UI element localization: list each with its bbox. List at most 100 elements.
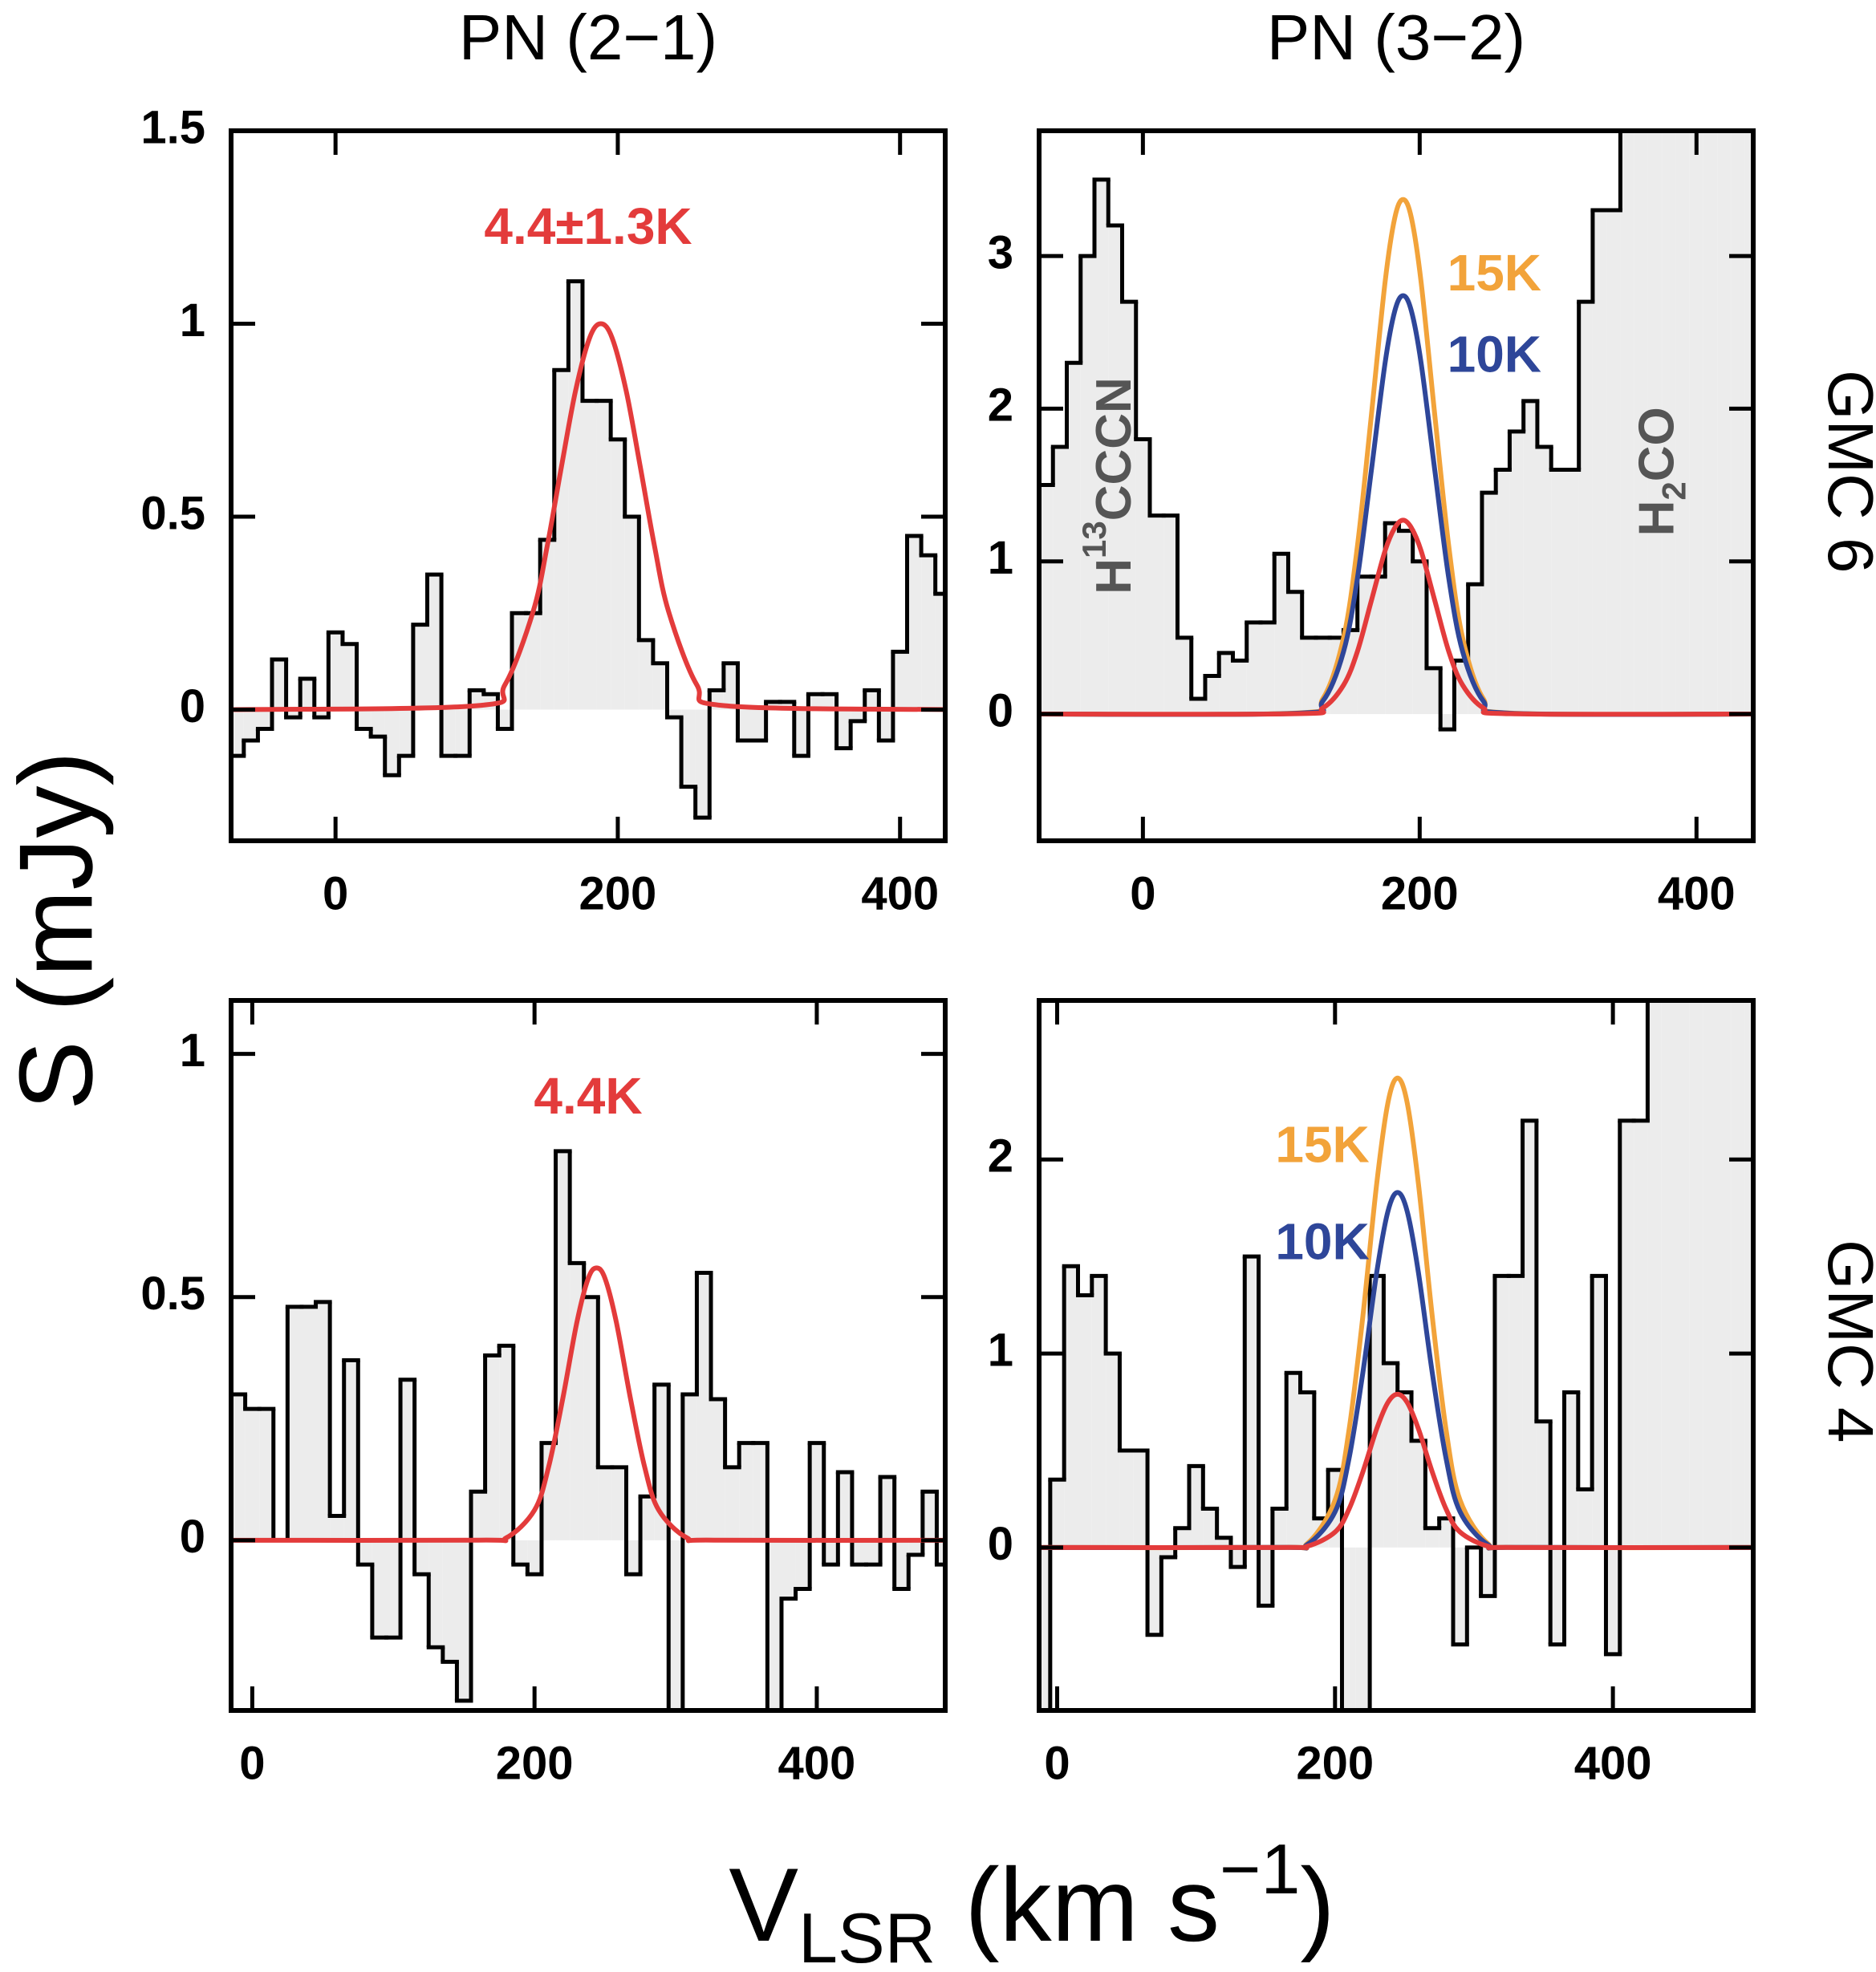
bin-fill (1106, 1353, 1120, 1548)
bin-fill (1300, 1392, 1314, 1548)
bin-fill (1634, 131, 1648, 715)
bin-fill (879, 709, 893, 741)
bin-fill (1246, 622, 1261, 715)
bin-fill (1689, 1000, 1703, 1548)
bin-fill (371, 709, 385, 737)
bin-fill (1509, 431, 1524, 715)
bin-fill (399, 709, 413, 757)
y-tick-label: 0 (988, 1518, 1013, 1570)
bin-fill (1175, 1528, 1190, 1548)
bin-fill (1133, 1450, 1148, 1548)
bin-fill (838, 1471, 852, 1540)
bin-fill (442, 1540, 457, 1662)
bin-fill (1385, 523, 1399, 715)
x-label-part: ) (1300, 1846, 1334, 1963)
model-curve (1039, 517, 1753, 717)
bin-fill (583, 1296, 599, 1540)
bin-fill (1191, 699, 1205, 715)
bin-fill (780, 701, 794, 710)
bin-fill (358, 1540, 372, 1565)
bin-fill (851, 709, 865, 721)
bin-fill (328, 632, 343, 710)
bin-fill (725, 1467, 740, 1540)
bin-fill (739, 1442, 753, 1540)
bin-fill (1260, 622, 1275, 715)
fit-annotation: 4.4±1.3K (484, 197, 692, 255)
bin-fill (1258, 1547, 1273, 1606)
bin-fill (330, 1516, 344, 1540)
bin-fill (1078, 1295, 1092, 1548)
bin-fill (1370, 1276, 1384, 1548)
bin-fill (1426, 667, 1441, 715)
line-label: H13CCCN (1075, 377, 1142, 594)
bin-fill (1744, 1000, 1753, 1548)
bin-fill (1108, 225, 1123, 715)
bin-fill (259, 1409, 274, 1540)
y-tick-label: 2 (988, 1130, 1013, 1183)
bin-fill (624, 516, 640, 710)
bin-fill (384, 709, 400, 776)
bin-fill (1411, 1440, 1426, 1548)
bin-fill (935, 594, 945, 710)
bin-fill (1716, 1000, 1732, 1548)
column-title: PN (2−1) (459, 2, 717, 73)
bin-fill (611, 1467, 627, 1540)
bin-fill (541, 1442, 556, 1540)
series-label: 10K (1448, 326, 1541, 383)
bin-fill (682, 1394, 697, 1540)
bin-fill (1355, 1547, 1370, 1710)
bin-fill (1550, 1547, 1565, 1645)
bin-fill (654, 1384, 669, 1540)
bin-fill (696, 1272, 712, 1540)
y-tick-label: 1.5 (140, 101, 205, 153)
bin-fill (1496, 469, 1510, 715)
x-tick-label: 400 (1658, 867, 1736, 919)
bin-fill (866, 1540, 881, 1565)
y-tick-label: 0.5 (140, 1268, 205, 1320)
bin-fill (1245, 1256, 1259, 1548)
bin-fill (652, 663, 668, 710)
bin-fill (1301, 637, 1316, 715)
bin-fill (1412, 561, 1427, 715)
bin-fill (936, 1540, 945, 1565)
bin-fill (836, 709, 851, 749)
bin-fill (314, 709, 329, 718)
bin-fill (499, 1345, 514, 1540)
plot-area (1039, 1000, 1753, 1710)
bin-fill (1288, 591, 1302, 715)
bin-fill (441, 709, 456, 757)
x-tick-label: 0 (1130, 867, 1155, 919)
bin-fill (1689, 131, 1703, 715)
bin-fill (921, 555, 936, 710)
bin-fill (1647, 1000, 1662, 1548)
bin-fill (471, 1491, 485, 1540)
bin-fill (1039, 1547, 1050, 1710)
bin-fill (1119, 1450, 1134, 1548)
y-tick-label: 0 (988, 684, 1013, 736)
bin-fill (343, 1360, 359, 1540)
bin-fill (737, 709, 753, 741)
x-tick-label: 200 (579, 867, 657, 919)
x-tick-label: 200 (496, 1737, 574, 1789)
bin-fill (485, 1355, 500, 1540)
y-tick-label: 1 (180, 1025, 205, 1077)
bin-fill (1440, 714, 1455, 730)
line-label-part: CCCN (1086, 377, 1142, 521)
bin-fill (231, 1394, 246, 1540)
bin-fill (781, 1540, 796, 1599)
bin-fill (243, 709, 258, 741)
bin-fill (1606, 209, 1621, 715)
bin-fill (513, 1540, 528, 1565)
line-label-sub: 2 (1655, 481, 1692, 500)
bin-fill (1204, 676, 1220, 715)
bin-fill (568, 281, 583, 710)
bin-fill (1661, 1000, 1676, 1548)
model-curve (1039, 293, 1753, 717)
bin-fill (554, 370, 569, 710)
bin-fill (1592, 1276, 1606, 1548)
fit-annotation: 4.4K (534, 1067, 642, 1125)
bin-fill (1703, 1000, 1717, 1548)
series-label: 15K (1448, 244, 1541, 302)
bin-fill (1383, 1363, 1398, 1548)
